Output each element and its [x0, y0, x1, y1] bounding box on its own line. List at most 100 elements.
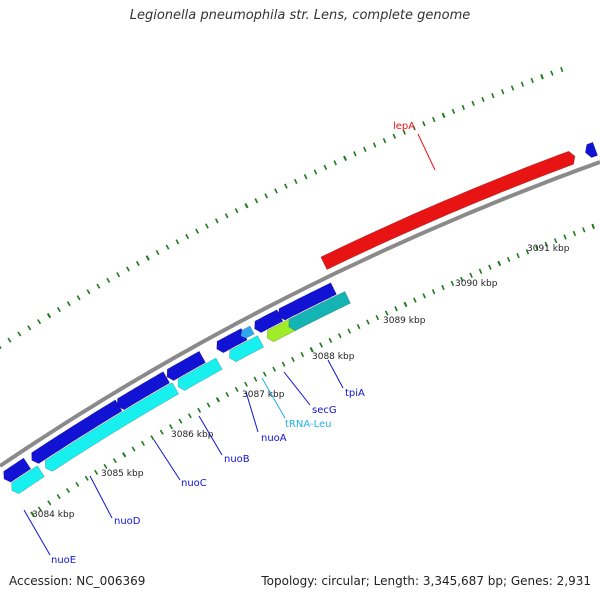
outer-tick: [116, 272, 121, 278]
lepA-leader-line: [417, 133, 436, 171]
outer-tick: [333, 160, 337, 166]
inner-tick: [328, 337, 333, 343]
inner-tick: [84, 475, 89, 481]
inner-tick: [262, 371, 267, 377]
outer-tick: [323, 164, 328, 171]
outer-tick: [96, 283, 101, 289]
outer-tick: [17, 331, 22, 337]
outer-tick: [185, 233, 190, 240]
nuoD-leader-line: [89, 475, 113, 519]
nuoC-gene-feature: [116, 371, 171, 411]
inner-tick: [169, 424, 173, 430]
inner-tick: [65, 487, 71, 493]
outer-tick: [303, 174, 308, 180]
outer-tick: [46, 312, 52, 319]
nuoE-gene-feature: [3, 457, 32, 483]
inner-tick: [553, 238, 558, 244]
gene-label-nuoB: nuoB: [224, 454, 250, 465]
inner-tick: [535, 245, 539, 251]
outer-tick: [402, 129, 406, 135]
inner-tick: [572, 230, 577, 237]
inner-tick: [441, 284, 445, 291]
outer-tick: [66, 301, 71, 307]
outer-tick: [510, 85, 515, 91]
outer-tick: [501, 89, 505, 95]
inner-tick: [253, 376, 258, 382]
tpiA-gene-feature: [278, 282, 337, 321]
secG-leader-line: [283, 371, 311, 406]
outer-tick: [27, 325, 32, 331]
scale-label-3085: 3085 kbp: [101, 469, 144, 479]
inner-tick: [516, 253, 520, 259]
nuoC-cds-feature: [177, 357, 223, 391]
inner-tick: [563, 234, 567, 240]
inner-tick: [37, 506, 42, 512]
inner-tick: [319, 342, 323, 348]
nuoA-leader-line: [245, 391, 259, 433]
inner-tick: [56, 494, 61, 500]
inner-tick: [150, 435, 155, 441]
inner-tick: [497, 260, 502, 267]
outer-tick: [254, 198, 259, 204]
tpiA-leader-line: [327, 359, 344, 389]
outer-tick: [313, 169, 318, 175]
outer-tick: [461, 104, 465, 110]
outer-tick: [106, 277, 111, 283]
tRNA-Leu-feature: [240, 325, 255, 339]
inner-tick: [450, 280, 455, 287]
scale-label-3086: 3086 kbp: [171, 430, 214, 440]
inner-tick: [544, 241, 548, 247]
gene-label-tpiA: tpiA: [345, 388, 365, 399]
inner-tick: [159, 429, 164, 435]
outer-tick: [135, 260, 140, 267]
scale-label-3087: 3087 kbp: [242, 390, 285, 400]
lepA-feature: [320, 150, 576, 270]
outer-tick: [195, 228, 200, 234]
outer-tick: [530, 77, 534, 84]
outer-tick: [550, 70, 554, 76]
outer-tick: [86, 289, 91, 295]
outer-tick: [7, 337, 12, 343]
inner-tick: [244, 381, 248, 387]
inner-tick: [131, 446, 136, 452]
outer-tick: [560, 66, 564, 73]
inner-tick: [75, 481, 80, 487]
outer-tick: [353, 151, 357, 157]
outer-tick: [284, 183, 288, 189]
outer-tick: [293, 178, 298, 185]
outer-tick: [540, 74, 544, 80]
inner-tick: [141, 440, 145, 446]
inner-tick: [300, 351, 305, 358]
inner-tick: [187, 413, 192, 419]
feature-layer: [3, 141, 598, 495]
nuoD-cds-feature: [44, 382, 180, 472]
scale-label-3089: 3089 kbp: [383, 316, 426, 326]
outer-tick: [165, 244, 170, 250]
outer-tick: [37, 319, 42, 325]
nuoA-gene-feature: [216, 328, 248, 354]
map-title: Legionella pneumophila str. Lens, comple…: [129, 8, 471, 23]
nuoE-cds-feature: [11, 465, 45, 495]
inner-tick: [94, 469, 99, 475]
inner-tick: [337, 333, 342, 339]
outer-tick: [422, 121, 426, 127]
outer-tick: [205, 223, 209, 229]
scale-ticks: [0, 66, 595, 517]
gene-label-tRNA-Leu: tRNA-Leu: [285, 419, 331, 430]
outer-tick: [363, 146, 367, 153]
outer-tick: [274, 188, 278, 194]
outer-tick: [441, 112, 446, 119]
gene-label-lepA: lepA: [393, 121, 415, 132]
inner-tick: [422, 293, 426, 299]
outer-tick: [372, 142, 377, 148]
outer-tick: [56, 306, 61, 313]
inner-tick: [272, 366, 277, 372]
outer-tick: [76, 295, 81, 301]
inner-tick: [281, 361, 286, 367]
outer-tick: [382, 137, 387, 144]
tpiA-cds-feature: [288, 291, 351, 332]
outer-tick: [432, 116, 436, 123]
outer-tick: [481, 96, 485, 103]
accession-label: Accession: NC_006369: [9, 574, 146, 588]
